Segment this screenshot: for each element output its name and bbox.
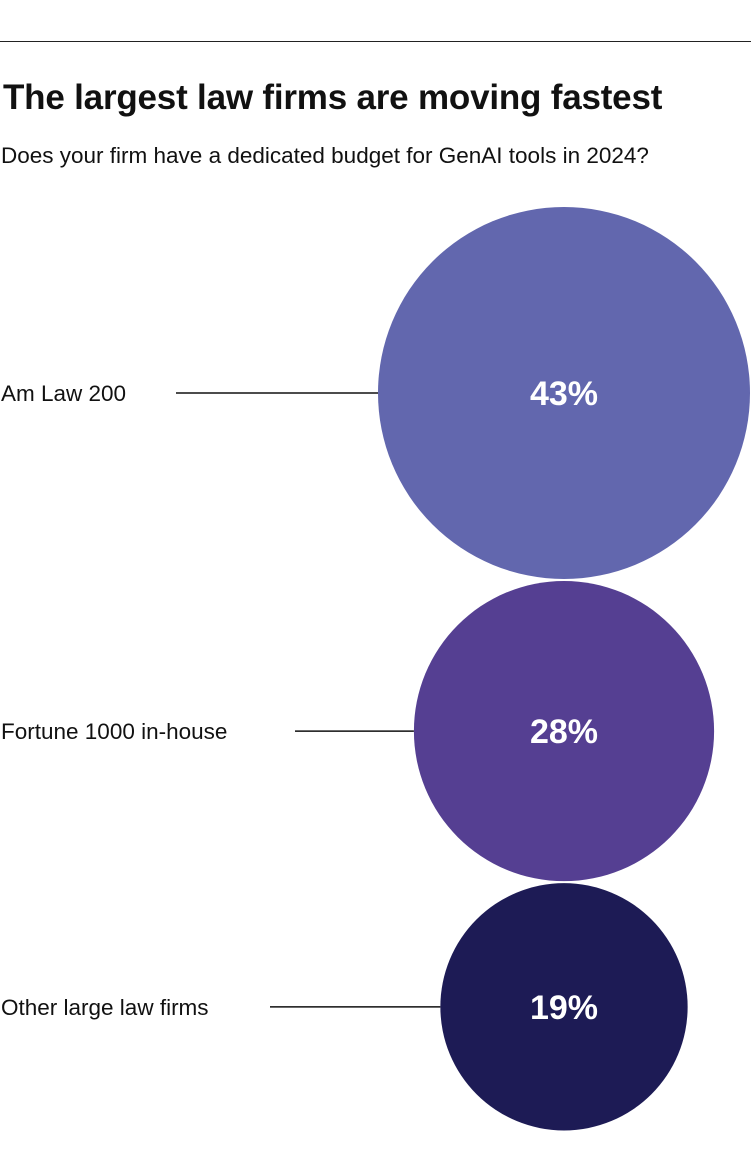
chart-subtitle: Does your firm have a dedicated budget f… bbox=[1, 143, 649, 168]
bubble-am-law-200 bbox=[378, 207, 750, 579]
chart-title: The largest law firms are moving fastest bbox=[3, 78, 663, 117]
category-label-fortune-1000-in-house: Fortune 1000 in-house bbox=[1, 719, 227, 744]
value-label-other-large-law-firms: 19% bbox=[530, 989, 598, 1027]
top-divider bbox=[0, 41, 751, 42]
bubble-other-large-law-firms bbox=[440, 883, 688, 1131]
category-label-am-law-200: Am Law 200 bbox=[1, 381, 126, 406]
bubble-fortune-1000-in-house bbox=[413, 581, 715, 882]
category-label-other-large-law-firms: Other large law firms bbox=[1, 995, 209, 1020]
value-label-am-law-200: 43% bbox=[530, 375, 598, 413]
value-label-fortune-1000-in-house: 28% bbox=[530, 713, 598, 751]
